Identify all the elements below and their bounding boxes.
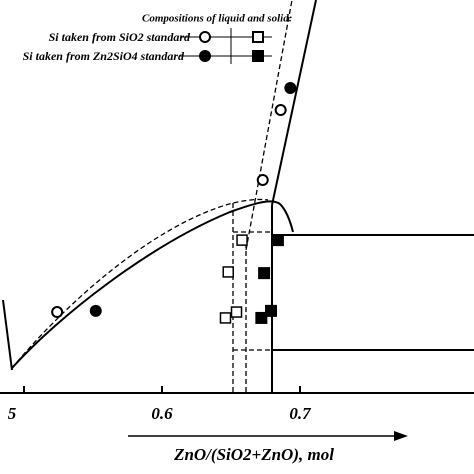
dashed-line <box>232 203 247 393</box>
solid-line <box>272 234 474 351</box>
x-tick-label: 0.7 <box>289 404 312 423</box>
point <box>255 311 268 324</box>
point <box>222 266 234 278</box>
point <box>230 306 243 318</box>
point <box>236 234 248 246</box>
solid-line <box>271 0 317 206</box>
point <box>219 312 232 324</box>
legend-symbol <box>252 50 264 62</box>
point <box>51 306 64 319</box>
dashed-lines <box>11 0 293 393</box>
legend-symbol <box>199 50 211 62</box>
x-tick-label: 5 <box>8 404 17 423</box>
dashed-line <box>245 0 293 251</box>
point <box>271 234 284 247</box>
solid-curve <box>11 200 294 369</box>
legend-entry: Si taken from Zn2SiO4 standard <box>23 49 185 63</box>
legend-symbol <box>199 31 211 43</box>
solid-line <box>2 299 13 371</box>
legend-entry: Si taken from SiO2 standard <box>49 30 191 44</box>
x-axis-label: ZnO/(SiO2+ZnO), mol <box>173 445 334 464</box>
arrow-head <box>394 431 408 441</box>
point <box>89 304 102 317</box>
point <box>256 173 269 186</box>
point <box>258 267 271 280</box>
point <box>274 104 287 117</box>
point <box>265 304 278 317</box>
dashed-line <box>233 231 272 351</box>
legend-title: Compositions of liquid and solid: <box>142 13 292 25</box>
dashed-curve <box>11 198 269 369</box>
point <box>284 82 297 95</box>
legend-symbol <box>252 31 264 43</box>
x-tick-label: 0.6 <box>151 404 173 423</box>
